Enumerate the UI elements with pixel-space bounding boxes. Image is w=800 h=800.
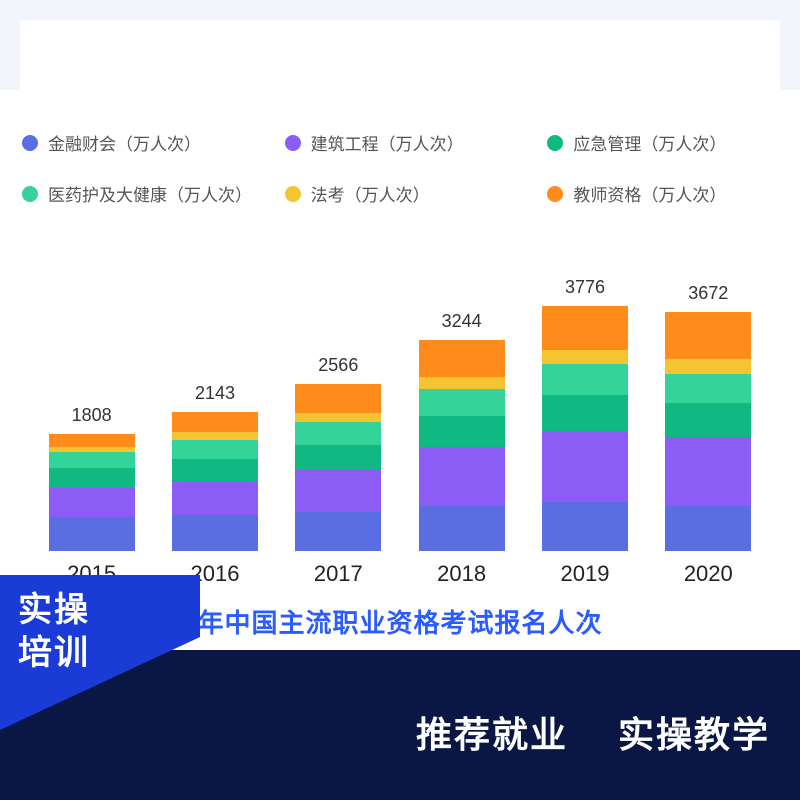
bar-column: 1808 xyxy=(42,405,142,552)
bar-segment-teacher xyxy=(665,312,751,359)
bar-column: 3244 xyxy=(412,311,512,551)
stacked-bar xyxy=(419,340,505,551)
bar-segment-finance xyxy=(419,506,505,552)
bar-column: 2566 xyxy=(288,355,388,551)
bar-segment-emergency xyxy=(419,416,505,447)
x-axis-label: 2020 xyxy=(658,561,758,587)
bar-total-label: 3244 xyxy=(442,311,482,332)
bar-segment-finance xyxy=(295,512,381,551)
bar-segment-health xyxy=(172,440,258,460)
legend-item-emergency: 应急管理（万人次） xyxy=(547,130,780,155)
legend-label: 建筑工程（万人次） xyxy=(311,130,464,155)
bar-segment-teacher xyxy=(542,306,628,351)
bar-segment-finance xyxy=(49,517,135,551)
legend-item-health: 医药护及大健康（万人次） xyxy=(22,181,255,206)
bar-segment-law xyxy=(665,359,751,374)
swatch-icon xyxy=(285,186,301,202)
stacked-bar xyxy=(295,384,381,551)
bar-segment-health xyxy=(542,364,628,395)
bar-segment-finance xyxy=(665,506,751,552)
bar-segment-law xyxy=(295,413,381,423)
stacked-bar xyxy=(172,412,258,551)
bar-segment-teacher xyxy=(419,340,505,377)
bar-segment-construct xyxy=(172,481,258,515)
bar-total-label: 3776 xyxy=(565,277,605,298)
bar-segment-emergency xyxy=(172,459,258,480)
legend-label: 医药护及大健康（万人次） xyxy=(48,181,252,206)
bar-segment-construct xyxy=(295,470,381,512)
bottom-text-2: 实操教学 xyxy=(618,706,770,758)
bottom-text-1: 推荐就业 xyxy=(416,706,568,758)
bar-segment-construct xyxy=(419,447,505,506)
bar-segment-finance xyxy=(542,502,628,551)
chart-card: 金融财会（万人次） 建筑工程（万人次） 应急管理（万人次） 医药护及大健康（万人… xyxy=(20,20,780,640)
swatch-icon xyxy=(547,135,563,151)
legend-item-teacher: 教师资格（万人次） xyxy=(547,181,780,206)
bar-segment-emergency xyxy=(295,445,381,470)
stacked-bar xyxy=(542,306,628,551)
bar-segment-health xyxy=(665,374,751,403)
legend-label: 金融财会（万人次） xyxy=(48,130,201,155)
bottom-bar-texts: 推荐就业 实操教学 xyxy=(416,706,770,758)
corner-badge-text: 实操 培训 xyxy=(18,589,90,674)
swatch-icon xyxy=(285,135,301,151)
bar-segment-emergency xyxy=(665,403,751,437)
bar-segment-emergency xyxy=(542,395,628,431)
bar-segment-teacher xyxy=(172,412,258,432)
legend-label: 教师资格（万人次） xyxy=(573,181,726,206)
bar-total-label: 1808 xyxy=(72,405,112,426)
legend-label: 应急管理（万人次） xyxy=(573,130,726,155)
bar-segment-health xyxy=(49,452,135,468)
bar-total-label: 2566 xyxy=(318,355,358,376)
stacked-bar xyxy=(49,434,135,552)
bar-segment-teacher xyxy=(49,434,135,448)
corner-badge-line1: 实操 xyxy=(18,589,90,632)
legend-label: 法考（万人次） xyxy=(311,181,430,206)
swatch-icon xyxy=(22,186,38,202)
bar-segment-law xyxy=(419,377,505,389)
bar-segment-construct xyxy=(665,437,751,505)
swatch-icon xyxy=(22,135,38,151)
bar-column: 3776 xyxy=(535,277,635,551)
legend-item-construct: 建筑工程（万人次） xyxy=(285,130,518,155)
chart-legend: 金融财会（万人次） 建筑工程（万人次） 应急管理（万人次） 医药护及大健康（万人… xyxy=(22,130,780,206)
bar-total-label: 2143 xyxy=(195,383,235,404)
bar-segment-emergency xyxy=(49,468,135,488)
chart-plot-area: 1808 2143 2566 3244 3776 3672 xyxy=(20,266,780,551)
bar-segment-construct xyxy=(49,488,135,517)
bar-segment-construct xyxy=(542,431,628,503)
corner-badge-line2: 培训 xyxy=(18,632,90,675)
bar-total-label: 3672 xyxy=(688,283,728,304)
bar-segment-teacher xyxy=(295,384,381,412)
bar-segment-law xyxy=(542,350,628,364)
bar-column: 3672 xyxy=(658,283,758,551)
x-axis-label: 2019 xyxy=(535,561,635,587)
bar-segment-health xyxy=(295,422,381,445)
legend-item-finance: 金融财会（万人次） xyxy=(22,130,255,155)
bar-segment-health xyxy=(419,389,505,416)
bar-segment-finance xyxy=(172,515,258,551)
x-axis-label: 2018 xyxy=(412,561,512,587)
swatch-icon xyxy=(547,186,563,202)
bar-column: 2143 xyxy=(165,383,265,551)
stacked-bar xyxy=(665,312,751,551)
x-axis-label: 2017 xyxy=(288,561,388,587)
legend-item-law: 法考（万人次） xyxy=(285,181,518,206)
bar-segment-law xyxy=(172,432,258,440)
